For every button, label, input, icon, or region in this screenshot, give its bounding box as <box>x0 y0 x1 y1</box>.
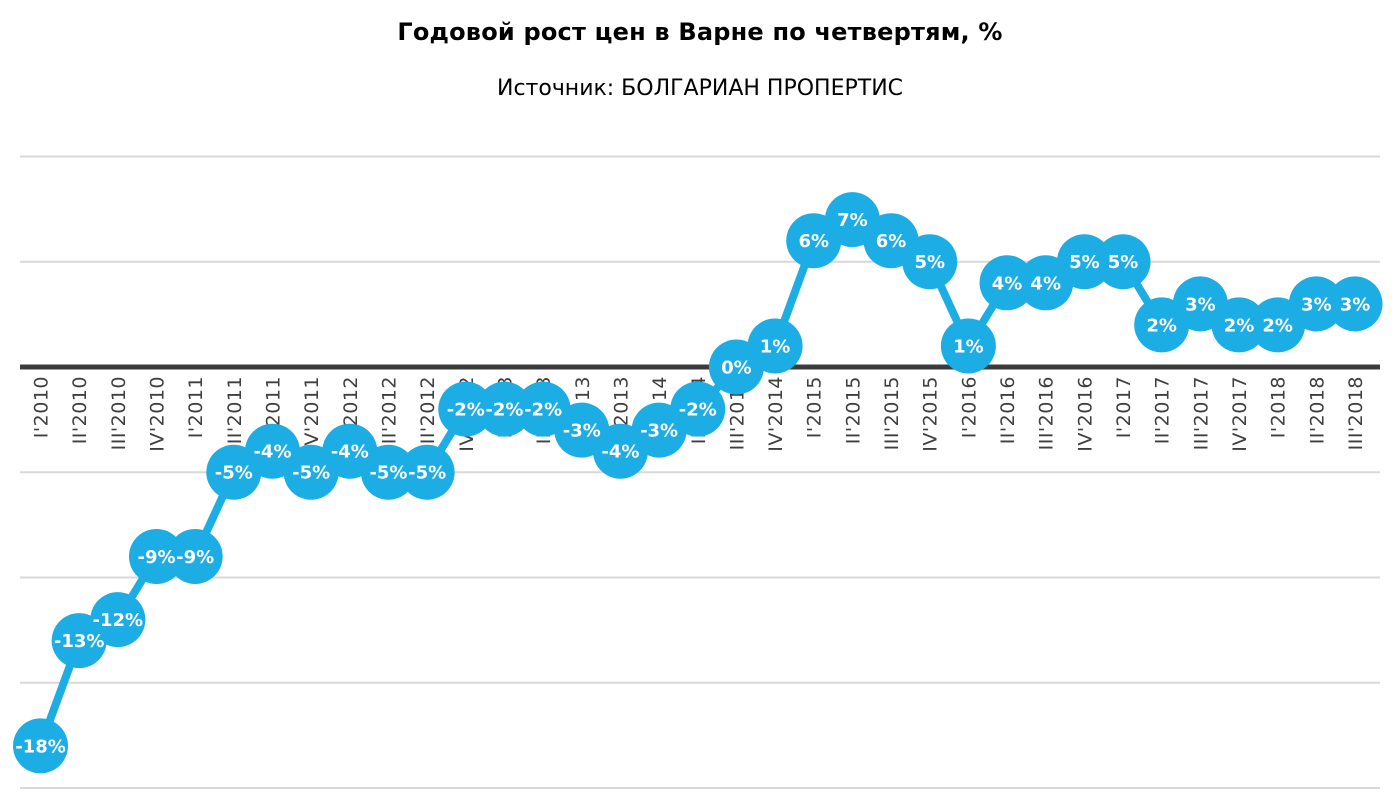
data-point-label: 5% <box>914 252 945 273</box>
x-axis-label: III'2015 <box>881 376 903 450</box>
x-axis-label: II'2015 <box>842 376 864 444</box>
data-point-label: -3% <box>640 421 678 442</box>
data-point-marker <box>438 381 494 437</box>
x-axis-label: IV'2017 <box>1229 376 1251 452</box>
data-point-marker <box>360 444 416 500</box>
data-point-marker <box>940 318 996 374</box>
data-point-label: 4% <box>1030 273 1061 294</box>
x-axis-label: II'2012 <box>378 376 400 444</box>
data-point-label: 5% <box>1069 252 1100 273</box>
data-point-label: 3% <box>1340 294 1371 315</box>
data-point-label: -2% <box>524 400 562 421</box>
data-point-label: -5% <box>215 463 253 484</box>
data-point-label: -18% <box>15 736 66 757</box>
x-axis-label: III'2018 <box>1345 376 1367 450</box>
data-point-label: 4% <box>992 273 1023 294</box>
x-axis-label: IV'2015 <box>920 376 942 452</box>
data-point-marker <box>167 528 223 584</box>
data-point-label: -5% <box>369 463 407 484</box>
x-axis-label: I'2011 <box>185 376 207 438</box>
data-point-label: -4% <box>253 442 291 463</box>
data-point-label: -5% <box>408 463 446 484</box>
data-point-label: -12% <box>93 610 144 631</box>
data-point-label: -4% <box>331 442 369 463</box>
data-point-label: 6% <box>798 231 829 252</box>
data-point-label: -2% <box>447 400 485 421</box>
data-point-label: 2% <box>1262 315 1293 336</box>
x-axis-label: I'2018 <box>1268 376 1290 438</box>
x-axis-label: II'2017 <box>1152 376 1174 444</box>
x-axis-label: II'2011 <box>224 376 246 444</box>
x-axis-label: III'2014 <box>726 376 748 450</box>
data-point-label: -13% <box>54 631 105 652</box>
data-point-label: 0% <box>721 357 752 378</box>
x-axis-label: III'2010 <box>108 376 130 450</box>
x-axis-label: III'2016 <box>1036 376 1058 450</box>
data-point-marker <box>670 381 726 437</box>
data-point-marker <box>979 255 1035 311</box>
data-point-label: 2% <box>1224 315 1255 336</box>
data-point-marker <box>90 592 146 648</box>
x-axis-label: IV'2016 <box>1074 376 1096 452</box>
data-point-marker <box>476 381 532 437</box>
x-axis-label: III'2017 <box>1190 376 1212 450</box>
data-point-label: -3% <box>563 421 601 442</box>
x-axis-label: I'2010 <box>31 376 53 438</box>
data-point-label: -4% <box>601 442 639 463</box>
data-point-label: -9% <box>176 547 214 568</box>
data-point-label: -2% <box>679 400 717 421</box>
x-axis-label: II'2016 <box>997 376 1019 444</box>
data-point-marker <box>902 234 958 290</box>
data-point-marker <box>128 528 184 584</box>
data-point-label: 7% <box>837 210 868 231</box>
x-axis-label: II'2018 <box>1306 376 1328 444</box>
x-axis-label: IV'2014 <box>765 376 787 452</box>
data-point-marker <box>399 444 455 500</box>
data-point-marker <box>13 718 68 774</box>
chart-header: Годовой рост цен в Варне по четвертям, %… <box>0 0 1400 101</box>
x-axis-label: I'2017 <box>1113 376 1135 438</box>
chart-source-subtitle: Источник: БОЛГАРИАН ПРОПЕРТИС <box>496 76 904 101</box>
data-point-label: 6% <box>876 231 907 252</box>
x-axis-label: II'2010 <box>69 376 91 444</box>
data-point-label: -5% <box>292 463 330 484</box>
x-axis-label: I'2012 <box>340 376 362 438</box>
data-point-label: 3% <box>1185 294 1216 315</box>
data-point-label: 1% <box>953 336 984 357</box>
data-point-marker <box>1095 234 1151 290</box>
x-axis-label: IV'2011 <box>301 376 323 452</box>
data-point-marker <box>1211 297 1267 353</box>
data-point-marker <box>747 318 803 374</box>
x-axis-label: III'2012 <box>417 376 439 450</box>
data-point-label: -2% <box>485 400 523 421</box>
data-point-label: 1% <box>760 336 791 357</box>
data-point-label: 3% <box>1301 294 1332 315</box>
data-point-marker <box>1288 276 1344 332</box>
x-axis-label: IV'2010 <box>146 376 168 452</box>
data-point-label: 5% <box>1108 252 1139 273</box>
data-point-label: -9% <box>137 547 175 568</box>
x-axis-label: I'2015 <box>804 376 826 438</box>
data-point-marker <box>1056 234 1112 290</box>
x-axis-label: I'2016 <box>958 376 980 438</box>
data-point-label: 2% <box>1146 315 1177 336</box>
data-point-marker <box>1327 276 1383 332</box>
chart-title: Годовой рост цен в Варне по четвертям, % <box>397 18 1003 46</box>
